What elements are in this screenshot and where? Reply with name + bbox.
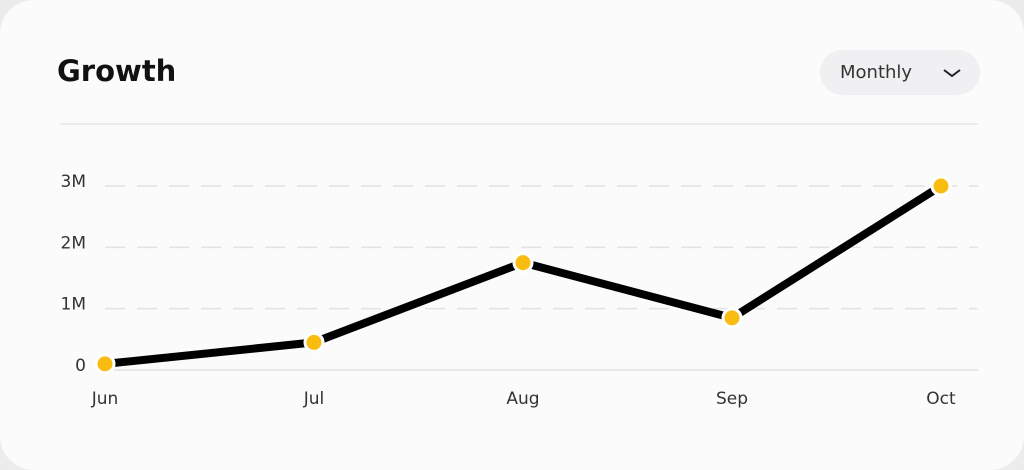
line	[101, 182, 945, 368]
y-tick-label: 2M	[61, 233, 86, 253]
x-tick-label: Jul	[303, 389, 325, 409]
y-tick-label: 3M	[61, 172, 86, 192]
x-tick-label: Aug	[506, 389, 539, 409]
x-tick-label: Sep	[716, 389, 748, 409]
point	[512, 252, 534, 274]
period-dropdown[interactable]: Monthly	[820, 50, 980, 95]
y-tick-label: 0	[75, 356, 86, 376]
chevron-icon	[943, 69, 961, 78]
y-tick-label: 1M	[61, 295, 86, 315]
point	[721, 307, 743, 329]
x-tick-label: Oct	[926, 389, 956, 409]
chart-title: Growth	[57, 54, 176, 88]
dropdown-label: Monthly	[840, 62, 913, 83]
x-tick-label: Jun	[91, 389, 119, 409]
point	[303, 331, 325, 353]
point	[930, 175, 952, 197]
point	[94, 353, 116, 375]
